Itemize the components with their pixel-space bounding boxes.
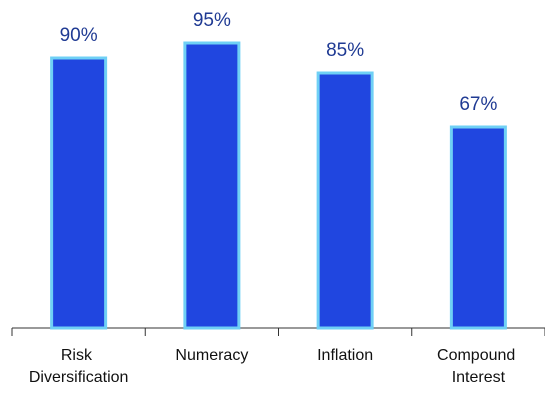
x-tick-label: Numeracy bbox=[175, 347, 248, 364]
bar bbox=[449, 125, 507, 330]
bar bbox=[316, 71, 374, 330]
value-label: 67% bbox=[459, 94, 497, 115]
bar bbox=[50, 56, 108, 330]
x-tick-label: Risk Diversification bbox=[29, 347, 129, 386]
x-tick-label: Compound Interest bbox=[437, 347, 520, 386]
bar bbox=[183, 41, 241, 330]
value-label: 90% bbox=[60, 25, 98, 46]
value-label: 85% bbox=[326, 40, 364, 61]
x-tick-label: Inflation bbox=[317, 347, 373, 364]
value-label: 95% bbox=[193, 10, 231, 31]
